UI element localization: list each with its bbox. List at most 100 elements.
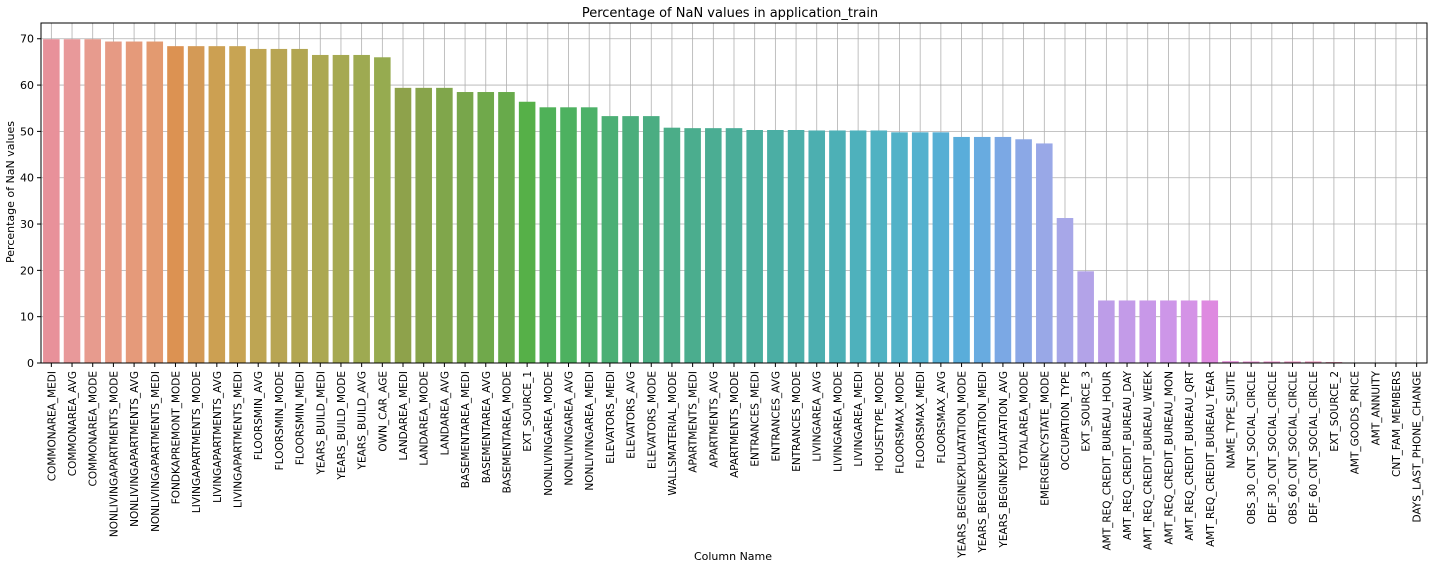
y-tick-label: 70 [20, 33, 34, 46]
bar-floorsmax-mode [891, 132, 908, 363]
x-tick-label: HOUSETYPE_MODE [874, 371, 886, 471]
bar-livingapartments-mode [188, 46, 205, 363]
bar-floorsmax-avg [933, 132, 950, 363]
bar-apartments-mode [726, 128, 743, 363]
bar-floorsmin-avg [250, 49, 267, 363]
bar-apartments-medi [684, 128, 701, 363]
bar-basementarea-avg [477, 92, 494, 363]
bar-years-beginexpluatation-avg [995, 137, 1012, 363]
x-tick-label: EXT_SOURCE_3 [1081, 371, 1093, 452]
x-tick-label: APARTMENTS_MEDI [688, 371, 700, 473]
x-tick-label: COMMONAREA_MEDI [46, 371, 58, 481]
x-tick-label: LIVINGAREA_AVG [812, 371, 824, 462]
x-tick-label: AMT_REQ_CREDIT_BUREAU_DAY [1122, 370, 1134, 540]
bar-elevators-mode [643, 116, 660, 363]
bar-years-beginexpluatation-medi [974, 137, 991, 363]
bar-entrances-mode [788, 130, 805, 363]
x-tick-label: LANDAREA_AVG [439, 371, 451, 455]
bar-livingarea-mode [829, 130, 846, 363]
x-tick-label: NONLIVINGAREA_AVG [564, 371, 576, 486]
x-axis-label: Column Name [694, 550, 772, 563]
x-tick-label: LIVINGAREA_MEDI [853, 371, 865, 467]
bar-commonarea-avg [64, 39, 81, 363]
bar-nonlivingarea-medi [581, 107, 598, 363]
bar-landarea-mode [415, 88, 432, 363]
bar-nonlivingarea-mode [540, 107, 557, 363]
y-tick-label: 30 [20, 218, 34, 231]
bar-fondkapremont-mode [167, 46, 184, 363]
bar-livingarea-avg [808, 130, 825, 363]
bar-elevators-medi [602, 116, 619, 363]
bar-years-beginexpluatation-mode [953, 137, 970, 363]
y-axis-label: Percentage of NaN values [4, 121, 17, 263]
x-tick-label: LIVINGAREA_MODE [832, 371, 844, 472]
x-tick-label: BASEMENTAREA_MEDI [460, 371, 472, 488]
x-tick-label: CNT_FAM_MEMBERS [1391, 371, 1403, 477]
bar-own-car-age [374, 57, 391, 363]
x-tick-label: FLOORSMIN_MODE [274, 371, 286, 470]
x-tick-label: EXT_SOURCE_1 [522, 371, 534, 452]
bar-livingapartments-avg [209, 46, 226, 363]
y-tick-label: 60 [20, 79, 34, 92]
x-tick-label: WALLSMATERIAL_MODE [667, 371, 679, 496]
x-tick-label: OBS_30_CNT_SOCIAL_CIRCLE [1246, 371, 1258, 524]
x-tick-label: NONLIVINGAPARTMENTS_AVG [129, 371, 141, 527]
bar-floorsmax-medi [912, 132, 929, 363]
x-tick-label: NONLIVINGAREA_MODE [543, 371, 555, 496]
x-tick-label: NONLIVINGAREA_MEDI [584, 371, 596, 491]
x-tick-label: AMT_REQ_CREDIT_BUREAU_HOUR [1101, 371, 1113, 551]
x-tick-label: BASEMENTAREA_AVG [481, 371, 493, 483]
bar-apartments-avg [705, 128, 722, 363]
bar-basementarea-medi [457, 92, 474, 363]
bar-commonarea-medi [43, 39, 60, 363]
x-tick-label: EXT_SOURCE_2 [1329, 371, 1341, 452]
x-tick-label: APARTMENTS_AVG [708, 371, 720, 468]
bar-livingarea-medi [850, 130, 867, 363]
x-tick-label: FLOORSMAX_MEDI [915, 371, 927, 469]
bar-elevators-avg [622, 116, 639, 363]
x-tick-label: AMT_REQ_CREDIT_BUREAU_WEEK [1143, 370, 1155, 550]
bar-commonarea-mode [84, 39, 101, 363]
x-tick-label: YEARS_BUILD_MEDI [315, 371, 327, 476]
x-tick-label: AMT_ANNUITY [1370, 370, 1382, 445]
x-tick-label: DEF_30_CNT_SOCIAL_CIRCLE [1267, 371, 1279, 523]
x-tick-label: BASEMENTAREA_MODE [501, 371, 513, 493]
bar-years-build-mode [333, 55, 350, 363]
bar-years-build-medi [312, 55, 329, 363]
x-tick-label: COMMONAREA_AVG [67, 371, 79, 476]
x-tick-label: LIVINGAPARTMENTS_MEDI [233, 371, 245, 508]
x-tick-label: LANDAREA_MEDI [398, 371, 410, 460]
x-tick-label: FLOORSMIN_MEDI [295, 371, 307, 465]
x-tick-label: LIVINGAPARTMENTS_MODE [191, 371, 203, 513]
x-tick-label: YEARS_BUILD_AVG [357, 371, 369, 470]
x-tick-label: YEARS_BEGINEXPLUATATION_MODE [957, 371, 969, 559]
x-tick-label: OBS_60_CNT_SOCIAL_CIRCLE [1288, 371, 1300, 524]
bar-amt-req-credit-bureau-hour [1098, 300, 1115, 363]
bar-entrances-avg [767, 130, 784, 363]
y-tick-label: 0 [27, 357, 34, 370]
x-tick-label: AMT_GOODS_PRICE [1350, 371, 1362, 474]
bar-landarea-medi [395, 88, 412, 363]
x-tick-label: DEF_60_CNT_SOCIAL_CIRCLE [1308, 371, 1320, 523]
x-tick-label: AMT_REQ_CREDIT_BUREAU_YEAR [1205, 371, 1217, 547]
bar-amt-req-credit-bureau-week [1139, 300, 1156, 363]
x-tick-label: ENTRANCES_MEDI [750, 371, 762, 467]
chart-title: Percentage of NaN values in application_… [582, 6, 878, 21]
x-tick-label: LIVINGAPARTMENTS_AVG [212, 371, 224, 503]
x-tick-label: FONDKAPREMONT_MODE [170, 371, 182, 504]
x-tick-label: COMMONAREA_MODE [88, 371, 100, 486]
bar-emergencystate-mode [1036, 143, 1053, 363]
y-tick-label: 50 [20, 125, 34, 138]
x-tick-label: TOTALAREA_MODE [1019, 371, 1031, 471]
x-tick-label: NONLIVINGAPARTMENTS_MEDI [150, 371, 162, 532]
bar-amt-req-credit-bureau-year [1202, 300, 1219, 363]
x-tick-label: FLOORSMIN_AVG [253, 371, 265, 460]
x-tick-label: NAME_TYPE_SUITE [1225, 371, 1237, 469]
x-tick-label: DAYS_LAST_PHONE_CHANGE [1412, 371, 1424, 522]
x-tick-label: YEARS_BEGINEXPLUATATION_AVG [998, 371, 1010, 549]
y-tick-label: 10 [20, 311, 34, 324]
x-tick-label: AMT_REQ_CREDIT_BUREAU_MON [1163, 371, 1175, 545]
x-tick-label: ENTRANCES_MODE [791, 371, 803, 472]
bar-nonlivingapartments-medi [147, 42, 164, 363]
